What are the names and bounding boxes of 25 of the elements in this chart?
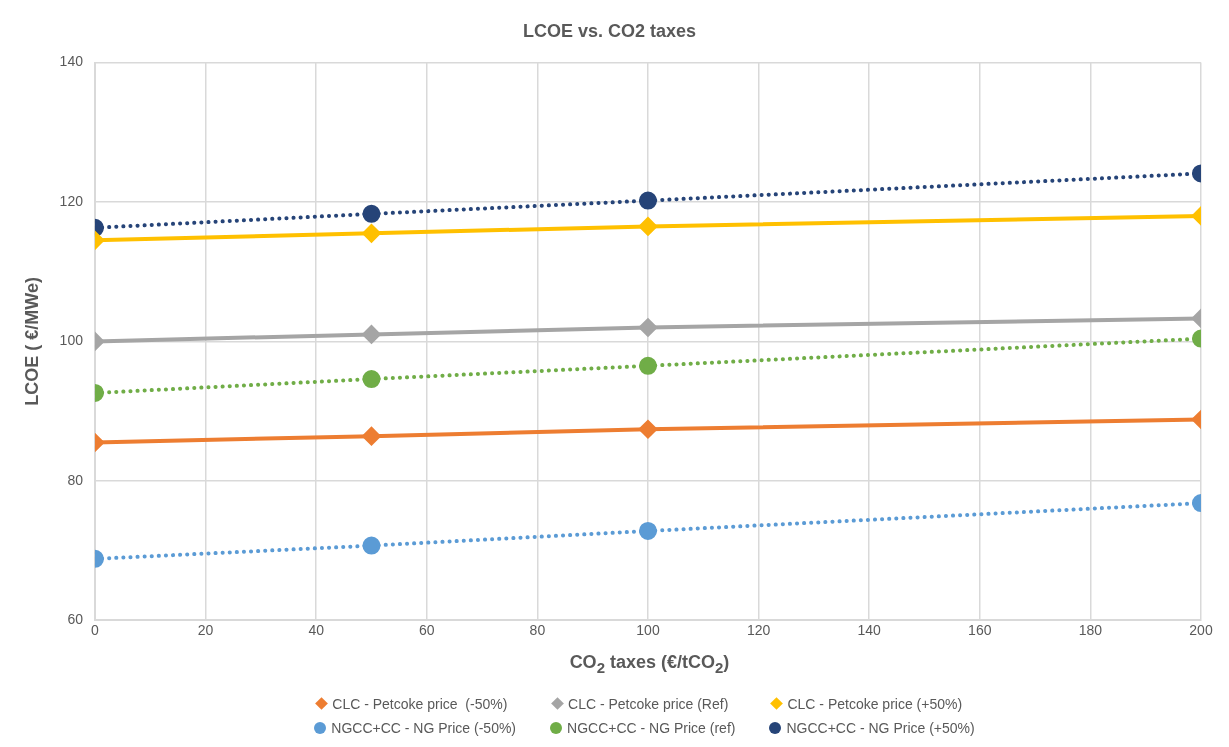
x-tick-label: 100 — [636, 622, 660, 639]
legend-label: NGCC+CC - NG Price (+50%) — [786, 719, 975, 736]
y-tick-label: 120 — [59, 192, 84, 209]
x-tick-label: 160 — [968, 622, 992, 639]
legend-label: CLC - Petcoke price (-50%) — [332, 695, 508, 712]
x-tick-label: 20 — [197, 622, 214, 639]
y-tick-label: 60 — [67, 611, 84, 628]
x-tick-label: 80 — [529, 622, 546, 639]
x-tick-label: 180 — [1078, 622, 1103, 639]
x-tick-label: 60 — [418, 622, 435, 639]
y-axis-title: LCOE ( €/MWe) — [21, 277, 42, 406]
y-tick-label: 100 — [59, 332, 84, 349]
x-tick-label: 40 — [308, 622, 325, 639]
legend-label: NGCC+CC - NG Price (-50%) — [331, 719, 517, 736]
y-tick-label: 140 — [59, 53, 84, 70]
legend-label: CLC - Petcoke price (+50%) — [787, 695, 963, 712]
x-tick-label: 0 — [91, 622, 100, 639]
x-tick-label: 120 — [746, 622, 771, 639]
legend-label: NGCC+CC - NG Price (ref) — [567, 719, 736, 736]
legend-label: CLC - Petcoke price (Ref) — [568, 695, 729, 712]
chart-title: LCOE vs. CO2 taxes — [522, 20, 697, 41]
x-tick-label: 140 — [857, 622, 882, 639]
x-tick-label: 200 — [1189, 622, 1213, 639]
y-tick-label: 80 — [67, 471, 84, 488]
x-axis-title: CO$_{2}$ taxes (€/tCO$_{2}$) — [568, 652, 731, 676]
